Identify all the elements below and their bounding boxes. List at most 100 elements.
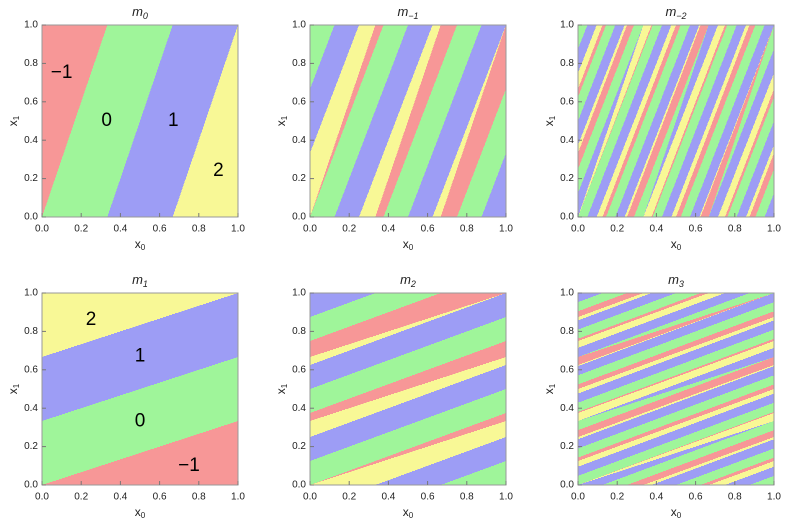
- x-tick-label: 0.8: [460, 224, 474, 235]
- x-axis-label: x0: [403, 237, 414, 252]
- y-tick-label: 0.4: [560, 135, 574, 146]
- x-tick-label: 0.6: [153, 224, 167, 235]
- y-tick-label: 1.0: [24, 288, 38, 299]
- title-subscript: 2: [410, 279, 416, 289]
- y-tick-label: 0.8: [24, 58, 38, 69]
- plot-frame: [41, 24, 239, 218]
- x-label-main: x: [403, 505, 409, 519]
- plot-frame: [577, 292, 775, 486]
- x-tick-label: 0.6: [421, 492, 435, 503]
- panel-title: m2: [400, 272, 416, 289]
- x-tick-label: 0.8: [192, 224, 206, 235]
- y-tick-label: 0.0: [560, 212, 574, 223]
- y-label-main: x: [542, 388, 556, 394]
- y-tick-label: 1.0: [292, 288, 306, 299]
- y-tick-label: 0.6: [292, 364, 306, 375]
- x-tick-label: 0.8: [728, 224, 742, 235]
- title-subscript: 3: [679, 279, 684, 289]
- region-label: 2: [213, 160, 224, 181]
- panel: 0.0 0.2 0.4 0.6 0.8 1.00.00.20.40.60.81.0m2x0…: [274, 272, 513, 520]
- x-tick-label: 1.0: [499, 492, 513, 503]
- y-tick-label: 0.0: [292, 212, 306, 223]
- y-tick-label: 1.0: [560, 20, 574, 31]
- y-tick-label: 0.8: [292, 326, 306, 337]
- region: [310, 294, 506, 486]
- x-tick-label: 0.0: [303, 492, 317, 503]
- y-tick-label: 0.2: [292, 173, 306, 184]
- title-main: m: [397, 4, 408, 19]
- y-tick-label: 0.2: [292, 441, 306, 452]
- y-tick-label: 0.8: [560, 58, 574, 69]
- y-label-subscript: 1: [12, 383, 21, 388]
- y-axis-label: x1: [6, 115, 21, 126]
- x-tick-label: 0.2: [74, 224, 88, 235]
- x-tick-label: 0.0: [571, 224, 585, 235]
- x-label-subscript: 0: [141, 511, 146, 520]
- region-label: 1: [168, 110, 179, 131]
- x-tick-label: 1.0: [499, 224, 513, 235]
- panel: 0.0 0.2 0.4 0.6 0.8 1.00.00.20.40.60.81.0m3x0…: [542, 272, 781, 520]
- region: [311, 25, 506, 218]
- region: [578, 293, 774, 486]
- region: [310, 293, 506, 486]
- y-axis-label: x1: [274, 115, 289, 126]
- region: [42, 25, 107, 217]
- x-tick-label: 0.8: [460, 492, 474, 503]
- x-axis-label: x0: [403, 505, 414, 520]
- x-tick-label: 0.8: [192, 492, 206, 503]
- title-subscript: 0: [143, 11, 148, 21]
- y-label-subscript: 1: [548, 115, 557, 120]
- y-label-main: x: [6, 120, 20, 126]
- region: [310, 25, 506, 218]
- x-label-subscript: 0: [677, 511, 682, 520]
- x-tick-label: 0.2: [342, 224, 356, 235]
- region: [310, 25, 505, 218]
- panel: 0.0 0.2 0.4 0.6 0.8 1.0 0.0 0.2 0.4 0.6 0.8 1.0 m−2 x…: [542, 4, 781, 252]
- y-tick-label: 0.2: [560, 173, 574, 184]
- title-main: m: [132, 4, 143, 19]
- y-tick-label: 0.4: [560, 403, 574, 414]
- x-axis-label: x0: [671, 237, 682, 252]
- x-tick-label: 0.2: [342, 492, 356, 503]
- x-tick-label: 0.4: [381, 492, 395, 503]
- x-label-subscript: 0: [409, 511, 414, 520]
- panel: 0.0 0.2 0.4 0.6 0.8 1.00.00.20.40.60.81.0m1x0…: [6, 272, 245, 520]
- panel-title: m0: [132, 4, 148, 21]
- region: [310, 293, 506, 486]
- x-label-subscript: 0: [677, 243, 682, 252]
- region: [42, 25, 173, 218]
- y-tick-label: 0.0: [24, 212, 38, 223]
- x-tick-label: 0.4: [381, 224, 395, 235]
- x-tick-label: 0.6: [689, 492, 703, 503]
- title-main: m: [132, 272, 143, 287]
- y-tick-label: 0.0: [560, 480, 574, 491]
- x-tick-label: 0.6: [421, 224, 435, 235]
- y-label-subscript: 1: [280, 115, 289, 120]
- region: [42, 293, 237, 358]
- region: [42, 293, 238, 422]
- x-tick-label: 0.6: [689, 224, 703, 235]
- y-tick-label: 0.4: [24, 135, 38, 146]
- panel: 0.0 0.2 0.4 0.6 0.8 1.00.00.20.40.60.81.0m0x0…: [6, 4, 245, 252]
- x-tick-label: 0.6: [153, 492, 167, 503]
- panel-title: m−2: [665, 4, 686, 21]
- y-axis-label: x1: [542, 115, 557, 126]
- x-tick-label: 0.0: [303, 224, 317, 235]
- y-tick-label: 0.6: [560, 364, 574, 375]
- region: [310, 293, 506, 485]
- title-main: m: [400, 272, 411, 287]
- title-subscript: 1: [143, 279, 148, 289]
- y-label-subscript: 1: [280, 383, 289, 388]
- x-tick-label: 0.0: [571, 492, 585, 503]
- y-tick-label: 1.0: [292, 20, 306, 31]
- region: [107, 25, 238, 218]
- x-tick-label: 0.2: [610, 492, 624, 503]
- y-label-subscript: 1: [12, 115, 21, 120]
- y-tick-label: 0.0: [24, 480, 38, 491]
- x-axis-label: x0: [671, 505, 682, 520]
- title-main: m: [668, 272, 679, 287]
- y-label-main: x: [542, 120, 556, 126]
- x-tick-label: 0.4: [649, 492, 663, 503]
- y-tick-label: 0.6: [24, 364, 38, 375]
- x-label-main: x: [671, 505, 677, 519]
